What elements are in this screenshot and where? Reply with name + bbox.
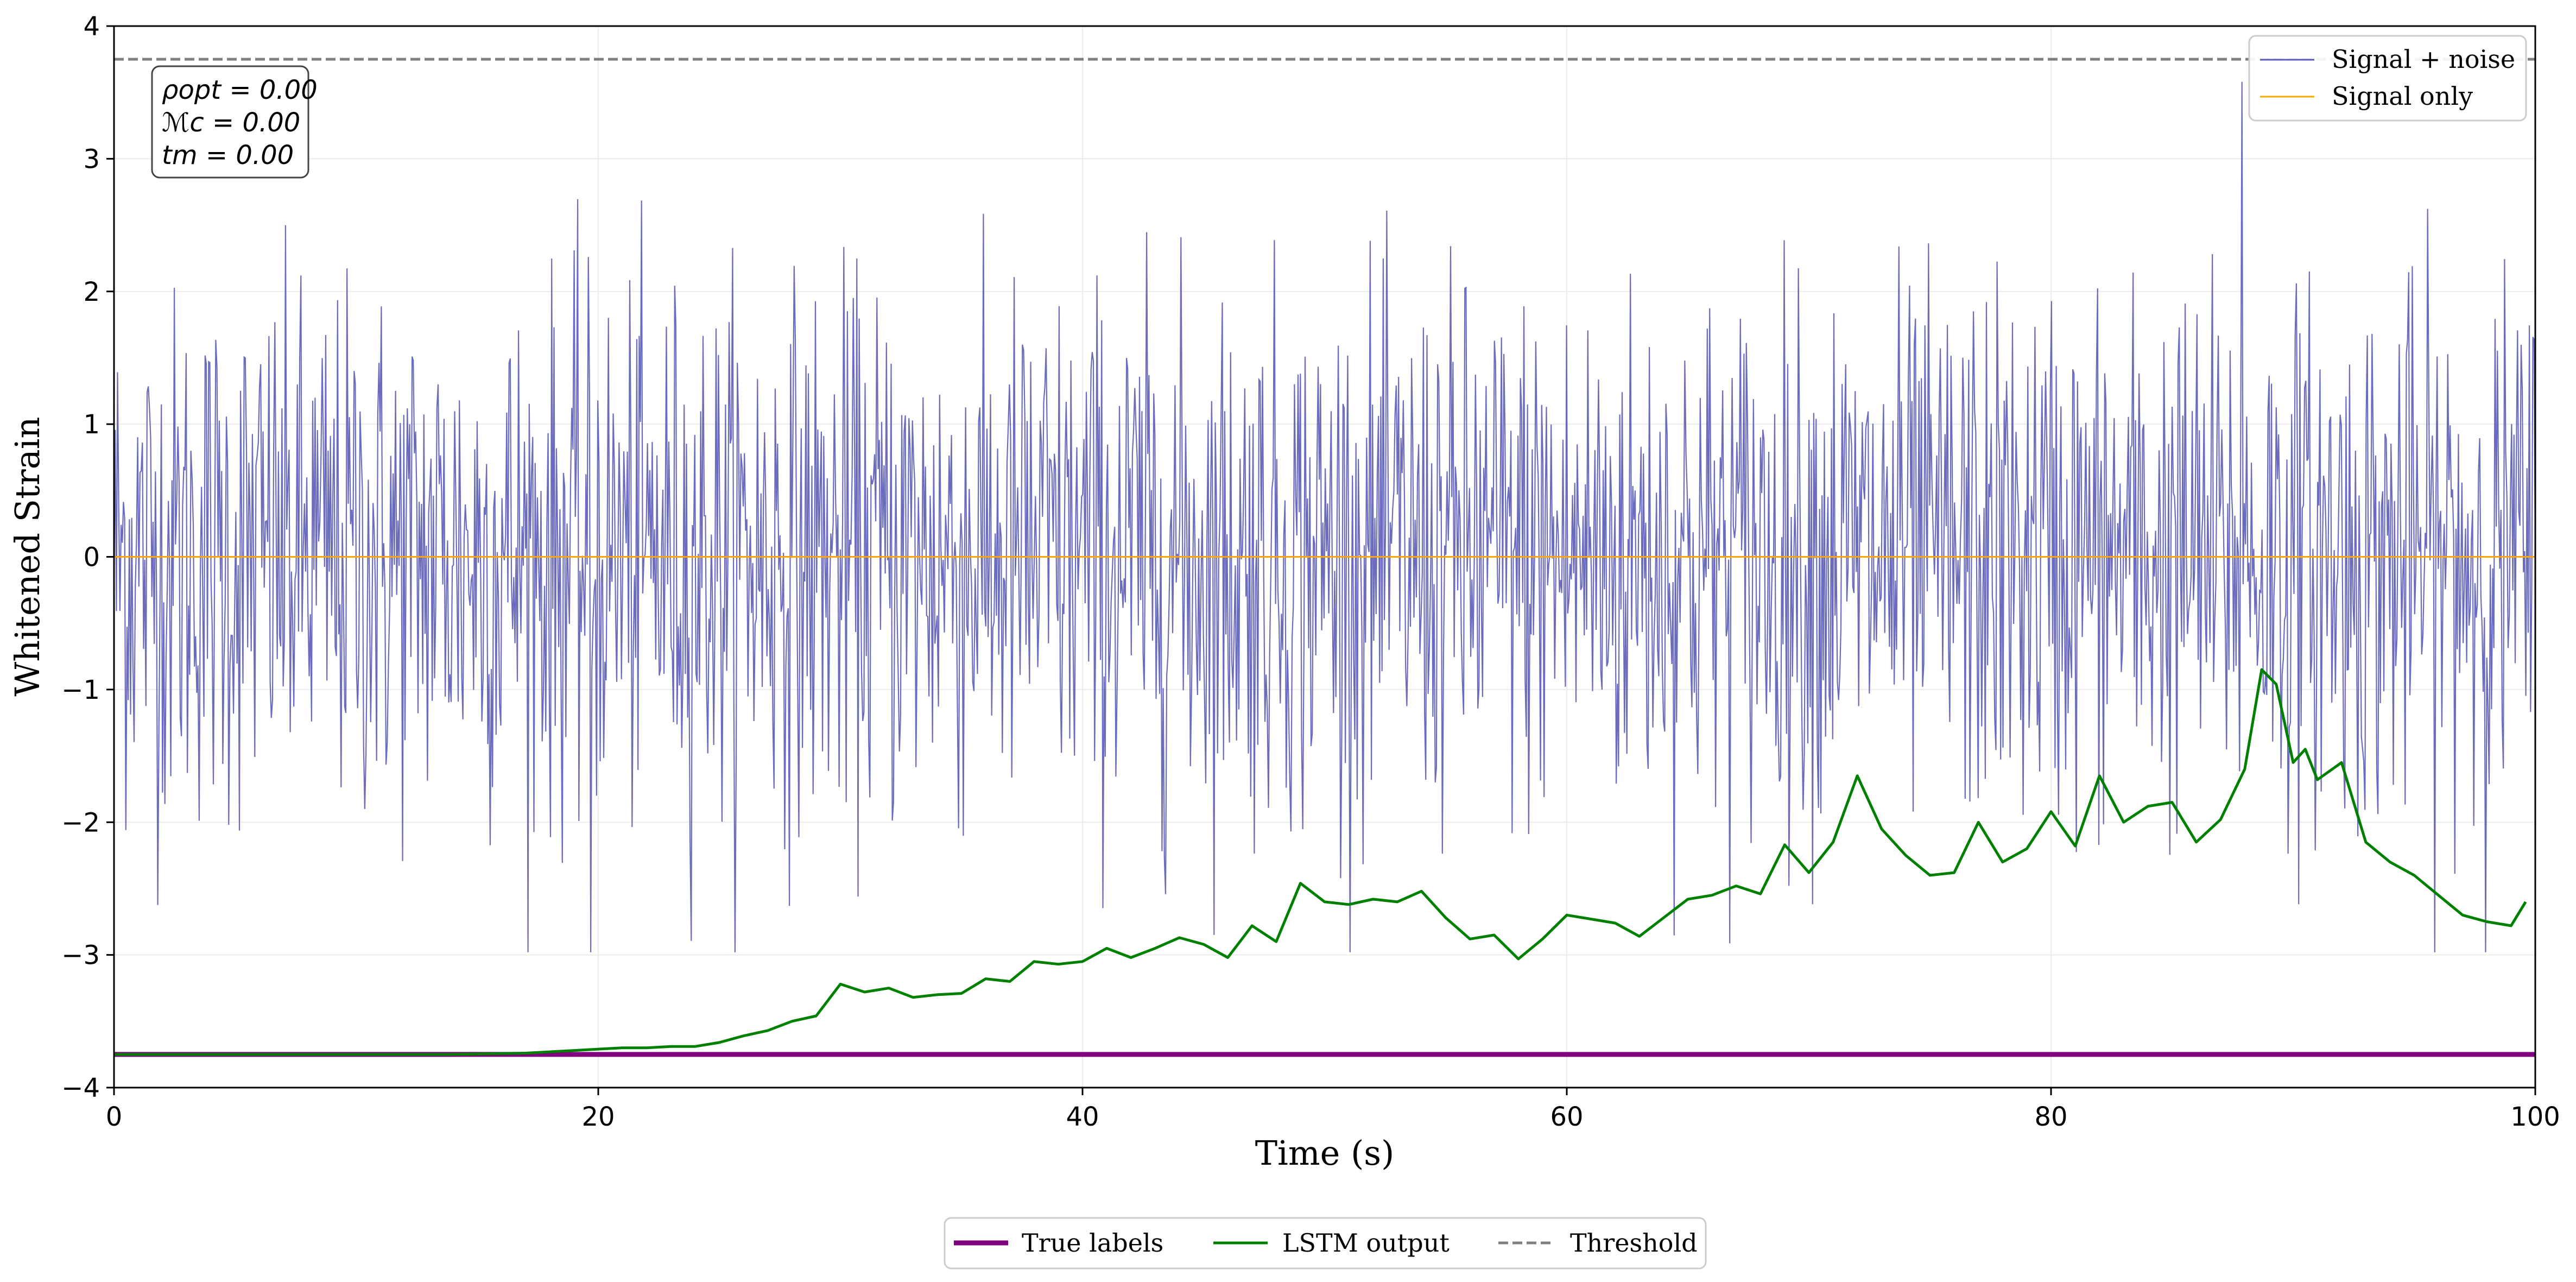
legend-label-signal-only: Signal only	[2332, 81, 2473, 111]
series-lstm-output	[114, 668, 2527, 1056]
lstm-output-line	[114, 668, 2527, 1056]
axis-ticks: 0 20 40 60 80 100 −4 −3 −2 −1 0 1 2 3 4	[61, 11, 2560, 1132]
legend-label-signal-noise: Signal + noise	[2332, 45, 2515, 74]
x-tick-label: 40	[1066, 1102, 1099, 1132]
annotation-chirp-mass: ℳc = 0.00	[162, 108, 300, 138]
y-tick-label: 1	[83, 409, 100, 440]
x-axis-label: Time (s)	[1255, 1133, 1395, 1173]
y-tick-label: −3	[61, 940, 100, 971]
x-tick-label: 60	[1550, 1102, 1583, 1132]
y-tick-label: 4	[83, 11, 100, 42]
x-tick-label: 100	[2510, 1102, 2560, 1132]
x-tick-label: 20	[581, 1102, 615, 1132]
y-tick-label: 0	[83, 542, 100, 573]
legend-lower: True labels LSTM output Threshold	[944, 1217, 1707, 1270]
y-axis-label: Whitened Strain	[8, 417, 47, 697]
y-tick-label: −2	[61, 807, 100, 838]
legend-label-lstm-output: LSTM output	[1282, 1228, 1450, 1258]
y-tick-label: 3	[83, 144, 100, 174]
annotation-merger-time: tm = 0.00	[162, 140, 294, 170]
x-tick-label: 0	[106, 1102, 123, 1132]
legend-label-threshold: Threshold	[1570, 1228, 1698, 1258]
parameter-annotation: ρopt = 0.00 ℳc = 0.00 tm = 0.00	[151, 65, 318, 179]
y-tick-label: −1	[61, 675, 100, 705]
legend-label-true-labels: True labels	[1022, 1228, 1163, 1258]
y-tick-label: 2	[83, 277, 100, 307]
y-tick-label: −4	[61, 1073, 100, 1103]
legend-upper: Signal + noise Signal only	[2248, 35, 2527, 122]
series-signal-plus-noise	[113, 81, 2536, 952]
signal-noise-line	[113, 81, 2536, 952]
annotation-rho-opt: ρopt = 0.00	[162, 75, 318, 105]
x-tick-label: 80	[2034, 1102, 2067, 1132]
